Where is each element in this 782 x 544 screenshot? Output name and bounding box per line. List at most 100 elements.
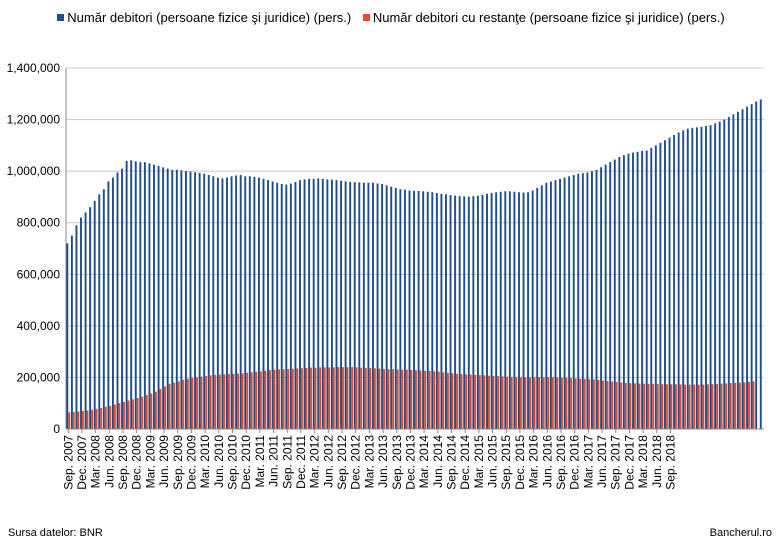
bar-series2: [141, 396, 144, 429]
bar-series2: [460, 374, 463, 429]
bar-series1: [659, 142, 662, 429]
legend-item-series1[interactable]: Număr debitori (persoane fizice şi jurid…: [57, 10, 351, 25]
bar-series2: [164, 386, 167, 429]
bar-series1: [559, 178, 561, 429]
bar-series2: [159, 389, 162, 429]
bar-series1: [463, 196, 466, 429]
bar-series1: [682, 130, 685, 429]
bar-series2: [127, 400, 130, 429]
bar-series2: [515, 377, 518, 429]
bar-series1: [353, 182, 356, 429]
bar-series1: [194, 172, 197, 429]
bar-series2: [446, 372, 449, 429]
bar-series2: [611, 381, 614, 429]
bar-series2: [332, 367, 335, 429]
bar-series2: [456, 373, 458, 429]
bar-series1: [344, 181, 347, 429]
bar-series2: [310, 367, 312, 429]
bar-series1: [554, 180, 557, 429]
bar-series1: [262, 178, 265, 429]
bar-series1: [326, 179, 329, 429]
bar-series1: [212, 176, 215, 429]
bar-series1: [66, 243, 69, 429]
bar-series1: [102, 189, 105, 429]
bar-series1: [121, 168, 124, 430]
x-tick-label: Sep. 2009: [171, 435, 185, 490]
y-tick-label: 800,000: [17, 216, 61, 230]
bar-series1: [591, 171, 593, 429]
x-axis: Sep. 2007 Dec. 2007 Mar. 2008 Jun. 2008 Sep.…: [61, 428, 764, 490]
bar-series2: [227, 374, 230, 429]
bar-series1: [376, 183, 379, 429]
bar-series2: [542, 377, 545, 429]
x-tick-label: Jun. 2010: [212, 435, 226, 488]
bar-series1: [175, 169, 178, 429]
bar-series2: [748, 381, 750, 429]
bar-series2: [474, 374, 477, 429]
bar-series1: [285, 184, 288, 429]
x-tick-label: Dec. 2007: [75, 435, 89, 490]
bar-series1: [317, 178, 320, 429]
bar-series2: [109, 405, 112, 429]
bar-series2: [738, 382, 741, 429]
bar-series2: [437, 371, 440, 429]
bar-series1: [207, 175, 210, 429]
x-tick-label: Sep. 2015: [499, 435, 513, 490]
bar-series1: [718, 121, 721, 430]
x-tick-label: Sep. 2011: [280, 435, 294, 489]
bar-series2: [419, 370, 422, 429]
bar-series1: [312, 178, 315, 429]
x-tick-label: Mar. 2018: [636, 435, 650, 489]
bar-series1: [513, 191, 516, 429]
bar-series2: [647, 383, 650, 429]
bar-series1: [89, 207, 92, 429]
bar-series2: [232, 373, 235, 429]
bar-series1: [454, 195, 457, 429]
y-tick-label: 0: [53, 422, 60, 436]
bar-series2: [492, 375, 495, 429]
bar-series2: [269, 370, 271, 429]
legend-swatch-series1: [57, 14, 65, 22]
y-axis: 0 200,000 400,000 600,000 800,000 1,000,000 1,…: [7, 61, 67, 436]
bar-series1: [139, 162, 142, 429]
bar-series2: [319, 367, 322, 429]
bar-series2: [506, 376, 509, 429]
bar-series2: [743, 382, 746, 429]
bar-series1: [723, 119, 726, 430]
bar-series1: [663, 140, 666, 429]
x-tick-label: Jun. 2012: [321, 435, 335, 488]
bar-series2: [606, 381, 609, 429]
bar-series2: [387, 369, 390, 429]
bar-series2: [551, 377, 554, 429]
legend-item-series2[interactable]: Număr debitori cu restanţe (persoane fiz…: [362, 10, 725, 25]
bar-series1: [303, 179, 306, 429]
bar-series1: [736, 111, 739, 429]
bar-series2: [282, 369, 285, 429]
bar-series2: [442, 372, 445, 429]
bar-series1: [166, 168, 169, 430]
bar-series1: [235, 175, 238, 429]
bar-series1: [750, 104, 753, 429]
bar-series1: [609, 162, 612, 429]
x-tick-label: Jun. 2009: [157, 435, 171, 488]
bar-series2: [679, 384, 682, 429]
x-tick-label: Sep. 2016: [554, 435, 568, 490]
bar-series2: [510, 376, 513, 429]
bar-series2: [246, 372, 249, 429]
bar-series2: [205, 375, 208, 429]
bar-series1: [422, 191, 425, 429]
bar-series1: [586, 172, 589, 430]
bar-series2: [597, 380, 600, 429]
x-tick-label: Jun. 2016: [540, 435, 554, 488]
bar-series2: [259, 371, 262, 429]
bar-series1: [230, 176, 233, 429]
bar-series2: [405, 369, 408, 429]
bar-series2: [373, 368, 376, 429]
x-tick-label: Mar. 2016: [527, 435, 541, 489]
bar-series1: [70, 235, 73, 429]
x-tick-label: Dec. 2009: [184, 435, 198, 490]
bar-series1: [641, 151, 644, 429]
bar-series2: [734, 382, 737, 429]
bar-series2: [237, 373, 239, 429]
x-tick-label: Jun. 2018: [650, 435, 664, 488]
